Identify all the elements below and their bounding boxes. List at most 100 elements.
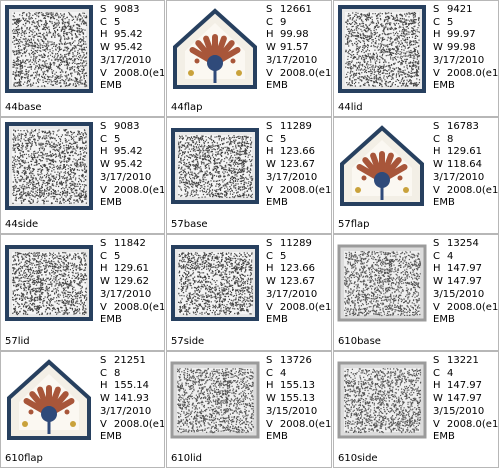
design-thumbnail[interactable] xyxy=(169,3,261,95)
info-row-height: H 99.98 xyxy=(266,29,331,42)
info-value: 13726 xyxy=(280,355,312,366)
info-format: EMB xyxy=(100,431,122,443)
info-label: H xyxy=(433,29,441,41)
design-thumbnail[interactable] xyxy=(336,3,428,95)
info-date: 3/17/2010 xyxy=(100,288,152,300)
design-tile[interactable]: S 13221 C 4 H 147.97 W 147.97 3/15/2010 V 2008.0(e… xyxy=(333,351,499,468)
design-tile[interactable]: S 9421 C 5 H 99.97 W 99.98 3/17/2010 V 2008.0(e1 EM… xyxy=(333,0,499,117)
design-info: S 16783 C 8 H 129.61 W 118.64 3/17/2010 V 2008.0(e… xyxy=(433,121,498,210)
design-thumbnail[interactable] xyxy=(336,354,428,446)
info-label: W xyxy=(433,42,443,54)
info-value: 118.64 xyxy=(447,159,482,171)
design-tile[interactable]: S 13254 C 4 H 147.97 W 147.97 3/15/2010 V 2008.0(e… xyxy=(333,234,499,351)
info-date: 3/17/2010 xyxy=(100,171,152,183)
info-value: 2008.0(e1 xyxy=(279,184,331,196)
info-value: 5 xyxy=(280,133,287,145)
design-tile[interactable]: S 9083 C 5 H 95.42 W 95.42 3/17/2010 V 2008.0(e1 EM… xyxy=(0,117,165,234)
info-date: 3/17/2010 xyxy=(100,54,152,66)
info-value: 11842 xyxy=(114,238,146,249)
design-tile[interactable]: S 11289 C 5 H 123.66 W 123.67 3/17/2010 V 2008.0(e… xyxy=(166,117,332,234)
info-label: S xyxy=(266,355,273,366)
design-tile[interactable]: S 12661 C 9 H 99.98 W 91.57 3/17/2010 V 2008.0(e1 E… xyxy=(166,0,332,117)
info-date: 3/17/2010 xyxy=(100,405,152,417)
info-value: 95.42 xyxy=(114,159,143,171)
info-label: S xyxy=(266,121,273,132)
design-info: S 13221 C 4 H 147.97 W 147.97 3/15/2010 V 2008.0(e… xyxy=(433,355,498,444)
info-label: C xyxy=(433,367,440,379)
info-value: 4 xyxy=(447,367,454,379)
info-value: 2008.0(e1 xyxy=(113,67,165,79)
info-value: 147.97 xyxy=(447,380,482,392)
info-value: 155.13 xyxy=(280,380,315,392)
info-label: C xyxy=(433,16,440,28)
info-format: EMB xyxy=(266,314,288,326)
info-value: 2008.0(e1 xyxy=(446,418,498,430)
info-row-width: W 155.13 xyxy=(266,393,331,406)
info-row-height: H 95.42 xyxy=(100,146,164,159)
design-tile[interactable]: S 16783 C 8 H 129.61 W 118.64 3/17/2010 V 2008.0(e… xyxy=(333,117,499,234)
info-label: W xyxy=(100,42,110,54)
design-name: 610base xyxy=(338,336,381,347)
design-thumbnail[interactable] xyxy=(3,237,95,329)
design-tile[interactable]: S 9083 C 5 H 95.42 W 95.42 3/17/2010 V 2008.0(e1 EM… xyxy=(0,0,165,117)
info-format: EMB xyxy=(433,314,455,326)
info-date: 3/15/2010 xyxy=(433,405,485,417)
info-label: W xyxy=(433,393,443,405)
info-label: V xyxy=(100,67,107,79)
info-value: 9083 xyxy=(114,4,140,15)
info-label: C xyxy=(266,16,273,28)
info-date: 3/17/2010 xyxy=(266,54,318,66)
info-label: V xyxy=(433,67,440,79)
info-value: 5 xyxy=(280,250,287,262)
design-thumbnail[interactable] xyxy=(336,120,428,212)
info-value: 123.67 xyxy=(280,276,315,288)
info-date: 3/17/2010 xyxy=(433,171,485,183)
info-label: V xyxy=(433,301,440,313)
info-value: 95.42 xyxy=(114,146,143,158)
info-value: 8 xyxy=(114,367,121,379)
info-value: 21251 xyxy=(114,355,146,366)
info-format: EMB xyxy=(266,197,288,209)
info-row-version: V 2008.0(e1 xyxy=(266,68,331,81)
info-value: 147.97 xyxy=(447,263,482,275)
design-thumbnail[interactable] xyxy=(169,354,261,446)
info-label: H xyxy=(100,146,108,158)
info-label: H xyxy=(100,263,108,275)
info-label: C xyxy=(100,16,107,28)
info-value: 2008.0(e1 xyxy=(113,301,165,313)
info-label: H xyxy=(433,263,441,275)
design-thumbnail[interactable] xyxy=(169,237,261,329)
info-label: V xyxy=(266,184,273,196)
info-label: V xyxy=(266,418,273,430)
design-tile[interactable]: S 21251 C 8 H 155.14 W 141.93 3/17/2010 V 2008.0(e… xyxy=(0,351,165,468)
info-row-width: W 95.42 xyxy=(100,159,164,172)
info-label: V xyxy=(266,301,273,313)
info-label: V xyxy=(100,184,107,196)
info-label: C xyxy=(266,250,273,262)
design-info: S 21251 C 8 H 155.14 W 141.93 3/17/2010 V 2008.0(e… xyxy=(100,355,164,444)
info-row-version: V 2008.0(e1 xyxy=(266,419,331,432)
design-thumbnail[interactable] xyxy=(169,120,261,212)
info-row-stitches: S 9083 xyxy=(100,4,164,17)
info-row-width: W 147.97 xyxy=(433,276,498,289)
design-thumbnail[interactable] xyxy=(336,237,428,329)
info-value: 123.67 xyxy=(280,159,315,171)
info-value: 129.62 xyxy=(114,276,149,288)
design-thumbnail[interactable] xyxy=(3,3,95,95)
info-format: EMB xyxy=(433,431,455,443)
info-value: 13254 xyxy=(447,238,479,249)
info-row-stitches: S 11289 xyxy=(266,121,331,134)
design-name: 44base xyxy=(5,102,42,113)
info-label: H xyxy=(266,263,274,275)
info-value: 155.13 xyxy=(280,393,315,405)
design-tile[interactable]: S 13726 C 4 H 155.13 W 155.13 3/15/2010 V 2008.0(e… xyxy=(166,351,332,468)
design-name: 57flap xyxy=(338,219,370,230)
design-thumbnail[interactable] xyxy=(3,120,95,212)
design-tile[interactable]: S 11842 C 5 H 129.61 W 129.62 3/17/2010 V 2008.0(e… xyxy=(0,234,165,351)
info-row-width: W 147.97 xyxy=(433,393,498,406)
design-info: S 11842 C 5 H 129.61 W 129.62 3/17/2010 V 2008.0(e… xyxy=(100,238,165,327)
design-tile[interactable]: S 11289 C 5 H 123.66 W 123.67 3/17/2010 V 2008.0(e… xyxy=(166,234,332,351)
design-thumbnail[interactable] xyxy=(3,354,95,446)
